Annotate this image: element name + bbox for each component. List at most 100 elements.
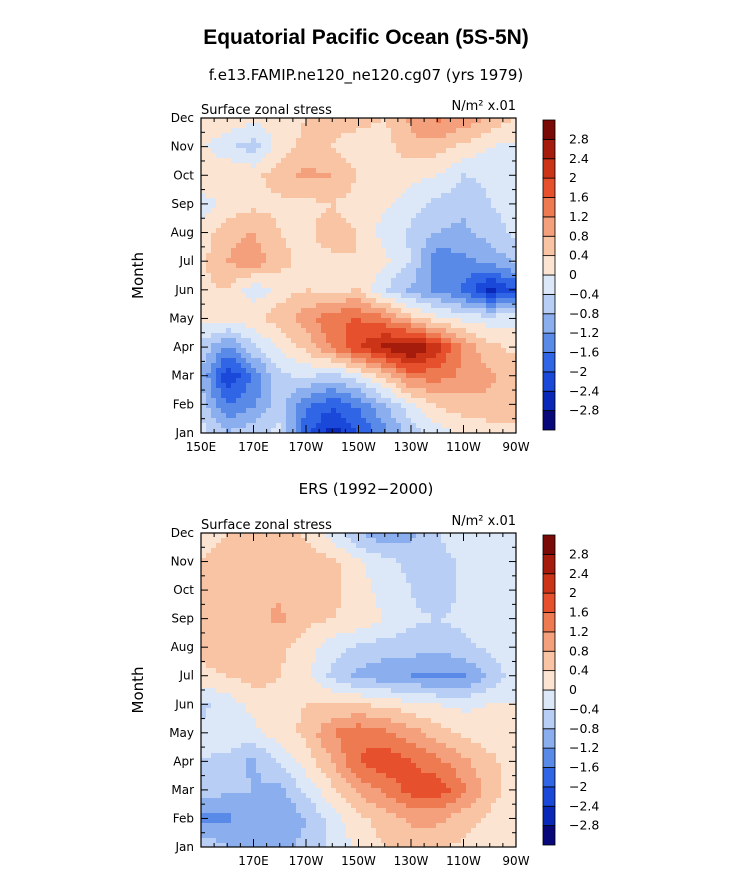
field-cell <box>271 198 277 204</box>
field-cell <box>221 548 227 554</box>
field-cell <box>486 358 492 364</box>
field-cell <box>436 323 442 329</box>
field-cell <box>206 388 212 394</box>
field-cell <box>491 238 497 244</box>
field-cell <box>291 233 297 239</box>
field-cell <box>336 173 342 179</box>
field-cell <box>266 173 272 179</box>
field-cell <box>216 143 222 149</box>
field-cell <box>261 538 267 544</box>
field-cell <box>276 223 282 229</box>
field-cell <box>441 368 447 374</box>
field-cell <box>416 188 422 194</box>
field-cell <box>436 373 442 379</box>
field-cell <box>466 583 472 589</box>
field-cell <box>391 538 397 544</box>
field-cell <box>471 558 477 564</box>
field-cell <box>321 253 327 259</box>
field-cell <box>286 313 292 319</box>
field-cell <box>436 358 442 364</box>
field-cell <box>331 378 337 384</box>
field-cell <box>276 353 282 359</box>
field-cell <box>316 413 322 419</box>
field-cell <box>506 193 512 199</box>
field-cell <box>226 388 232 394</box>
field-cell <box>491 403 497 409</box>
field-cell <box>481 548 487 554</box>
field-cell <box>426 378 432 384</box>
field-cell <box>216 248 222 254</box>
field-cell <box>486 318 492 324</box>
field-cell <box>486 533 492 539</box>
field-cell <box>456 348 462 354</box>
field-cell <box>436 413 442 419</box>
field-cell <box>286 258 292 264</box>
field-cell <box>211 358 217 364</box>
field-cell <box>251 318 257 324</box>
field-cell <box>246 118 252 124</box>
field-cell <box>296 348 302 354</box>
field-cell <box>316 378 322 384</box>
field-cell <box>511 378 517 384</box>
field-cell <box>306 228 312 234</box>
field-cell <box>211 203 217 209</box>
field-cell <box>276 403 282 409</box>
field-cell <box>241 248 247 254</box>
field-cell <box>511 118 517 124</box>
field-cell <box>341 383 347 389</box>
field-cell <box>371 313 377 319</box>
field-cell <box>241 368 247 374</box>
field-cell <box>441 163 447 169</box>
field-cell <box>201 378 207 384</box>
field-cell <box>426 153 432 159</box>
field-cell <box>246 178 252 184</box>
field-cell <box>286 198 292 204</box>
field-cell <box>426 303 432 309</box>
field-cell <box>326 313 332 319</box>
field-cell <box>381 208 387 214</box>
field-cell <box>206 143 212 149</box>
field-cell <box>261 583 267 589</box>
field-cell <box>506 283 512 289</box>
field-cell <box>471 213 477 219</box>
field-cell <box>386 358 392 364</box>
field-cell <box>206 318 212 324</box>
field-cell <box>496 168 502 174</box>
field-cell <box>281 293 287 299</box>
field-cell <box>246 303 252 309</box>
field-cell <box>371 123 377 129</box>
field-cell <box>236 153 242 159</box>
field-cell <box>396 213 402 219</box>
field-cell <box>286 338 292 344</box>
field-cell <box>221 218 227 224</box>
field-cell <box>396 188 402 194</box>
field-cell <box>466 393 472 399</box>
field-cell <box>201 598 207 604</box>
field-cell <box>276 373 282 379</box>
field-cell <box>201 323 207 329</box>
field-cell <box>251 148 257 154</box>
field-cell <box>341 398 347 404</box>
field-cell <box>376 298 382 304</box>
field-cell <box>471 163 477 169</box>
field-cell <box>441 168 447 174</box>
field-cell <box>276 558 282 564</box>
field-cell <box>501 253 507 259</box>
field-cell <box>391 213 397 219</box>
field-cell <box>376 398 382 404</box>
field-cell <box>506 293 512 299</box>
field-cell <box>451 168 457 174</box>
field-cell <box>391 168 397 174</box>
field-cell <box>406 368 412 374</box>
field-cell <box>426 423 432 429</box>
field-cell <box>341 213 347 219</box>
field-cell <box>416 278 422 284</box>
field-cell <box>291 363 297 369</box>
field-cell <box>421 418 427 424</box>
field-cell <box>261 148 267 154</box>
field-cell <box>431 298 437 304</box>
field-cell <box>391 218 397 224</box>
field-cell <box>321 348 327 354</box>
field-cell <box>331 308 337 314</box>
